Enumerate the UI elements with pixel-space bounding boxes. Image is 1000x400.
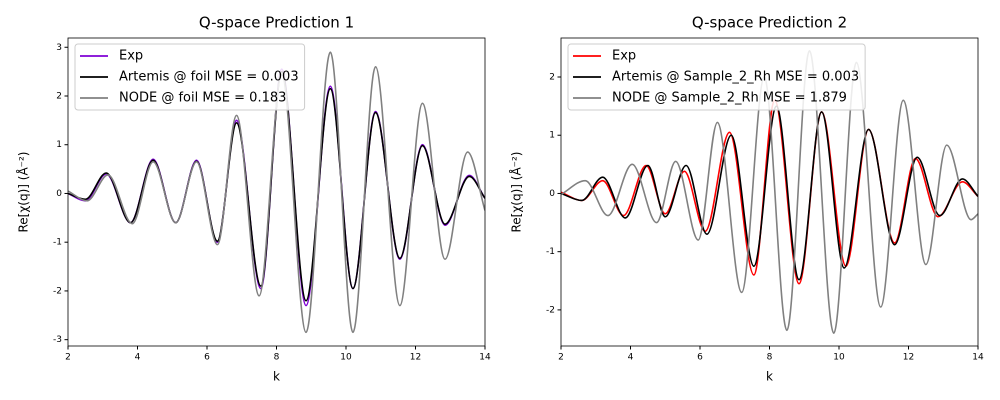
x-axis-label: k bbox=[766, 370, 773, 384]
x-axis-label: k bbox=[273, 370, 280, 384]
x-tick-label: 6 bbox=[204, 353, 210, 363]
legend-label: NODE @ Sample_2_Rh MSE = 1.879 bbox=[612, 91, 847, 106]
y-tick-label: 1 bbox=[549, 131, 555, 141]
series-line bbox=[561, 50, 978, 334]
x-tick-label: 4 bbox=[628, 353, 634, 363]
series-line bbox=[68, 51, 485, 334]
legend: Exp Artemis @ Sample_2_Rh MSE = 0.003 NODE… bbox=[567, 43, 866, 111]
y-tick-label: 0 bbox=[56, 189, 62, 199]
x-tick-label: 10 bbox=[340, 353, 352, 363]
y-tick-label: 2 bbox=[549, 73, 555, 83]
y-tick-label: -2 bbox=[53, 286, 62, 296]
y-tick-label: -3 bbox=[53, 335, 62, 345]
legend-frame bbox=[74, 43, 306, 111]
x-tick-label: 2 bbox=[65, 353, 71, 363]
legend-label: Artemis @ foil MSE = 0.003 bbox=[119, 70, 299, 85]
x-tick-label: 2 bbox=[558, 353, 564, 363]
y-tick-label: 2 bbox=[56, 91, 62, 101]
x-tick-label: 8 bbox=[767, 353, 773, 363]
x-tick-label: 12 bbox=[410, 353, 421, 363]
x-tick-label: 6 bbox=[697, 353, 703, 363]
y-tick-label: 3 bbox=[56, 43, 62, 53]
y-axis-label: Re[χ(q)] (Å⁻²) bbox=[16, 152, 31, 233]
plot-frame bbox=[560, 37, 979, 347]
y-tick-label: -1 bbox=[53, 238, 62, 248]
plot-frame bbox=[67, 37, 486, 347]
y-tick-label: 1 bbox=[56, 140, 62, 150]
chart-title: Q-space Prediction 2 bbox=[692, 14, 847, 32]
x-tick-label: 8 bbox=[274, 353, 280, 363]
x-tick-label: 4 bbox=[135, 353, 141, 363]
x-tick-label: 12 bbox=[903, 353, 914, 363]
y-tick-label: -1 bbox=[546, 247, 555, 257]
x-tick-label: 14 bbox=[972, 353, 984, 363]
x-tick-label: 10 bbox=[833, 353, 845, 363]
legend-label: NODE @ foil MSE = 0.183 bbox=[119, 91, 286, 106]
y-tick-label: -2 bbox=[546, 305, 555, 315]
legend-label: Exp bbox=[612, 49, 636, 64]
chart-title: Q-space Prediction 1 bbox=[199, 14, 354, 32]
legend-label: Exp bbox=[119, 49, 143, 64]
y-tick-label: 0 bbox=[549, 189, 555, 199]
x-tick-label: 14 bbox=[479, 353, 491, 363]
legend-label: Artemis @ Sample_2_Rh MSE = 0.003 bbox=[612, 70, 859, 85]
y-axis-label: Re[χ(q)] (Å⁻²) bbox=[509, 152, 524, 233]
legend-frame bbox=[567, 43, 866, 111]
legend: Exp Artemis @ foil MSE = 0.003 NODE @ foil… bbox=[74, 43, 306, 111]
